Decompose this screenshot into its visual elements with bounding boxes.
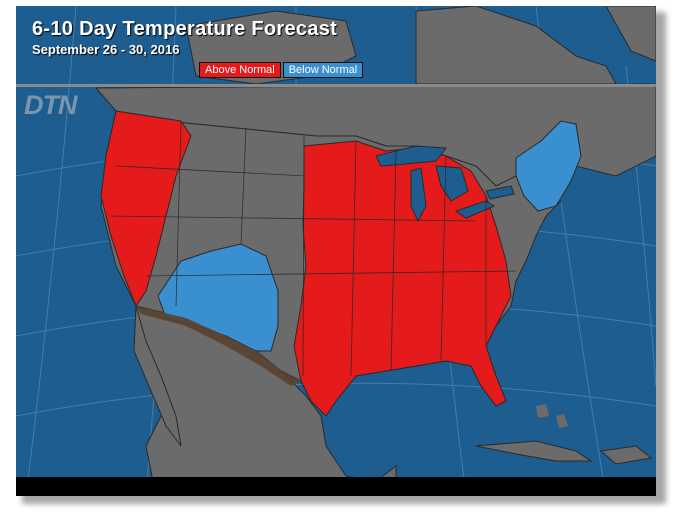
legend-above-normal: Above Normal: [199, 62, 281, 78]
lake-superior: [375, 145, 447, 167]
above-normal-west: [100, 110, 192, 308]
dtn-logo: DTN: [24, 90, 77, 120]
page-title: 6-10 Day Temperature Forecast: [32, 18, 338, 40]
map-frame: 6-10 Day Temperature Forecast September …: [16, 6, 656, 496]
legend: Above Normal Below Normal: [199, 62, 364, 78]
great-lakes: [375, 145, 515, 223]
state-borders: [110, 120, 517, 377]
date-range: September 26 - 30, 2016: [32, 42, 180, 57]
cuba: [475, 440, 593, 462]
legend-below-normal: Below Normal: [282, 62, 364, 78]
lake-erie: [454, 200, 496, 219]
coast-shadow: [136, 306, 301, 386]
lake-ontario: [485, 185, 515, 200]
hispaniola: [599, 445, 653, 465]
greenland-land: [605, 6, 656, 62]
bottom-bar: [16, 477, 656, 496]
lake-huron: [435, 165, 469, 202]
below-normal-new-england: [515, 120, 582, 212]
above-normal-east: [293, 140, 512, 417]
lake-michigan: [410, 167, 427, 223]
header-divider: [16, 84, 656, 87]
bahamas: [536, 404, 568, 428]
forecast-map: [16, 6, 656, 496]
baja: [133, 305, 182, 447]
